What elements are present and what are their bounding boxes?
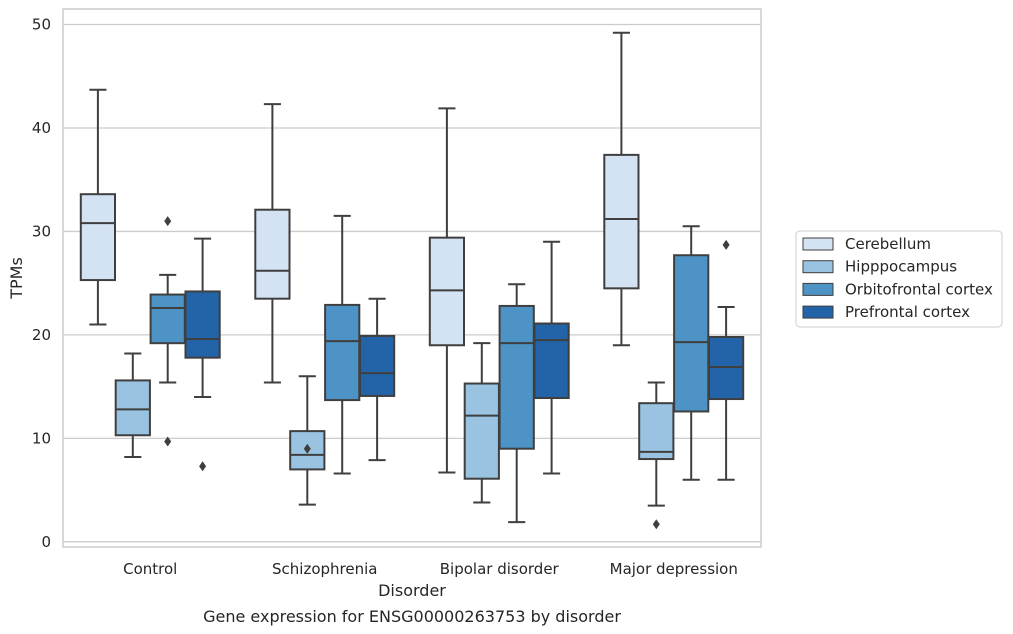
- box-iqr: [638, 402, 675, 461]
- box-iqr: [114, 379, 151, 437]
- box-iqr: [358, 334, 396, 397]
- plot-frame: [62, 8, 762, 548]
- legend-label: Hipppocampus: [845, 258, 957, 276]
- legend-swatch: [802, 260, 834, 274]
- y-tick-label: 30: [32, 222, 51, 240]
- box-iqr: [149, 293, 186, 345]
- outlier-point: [652, 519, 660, 530]
- box-prefrontal-cortex-0: [184, 237, 221, 472]
- box-iqr: [184, 290, 221, 359]
- legend-label: Cerebellum: [845, 235, 931, 253]
- chart-caption: Gene expression for ENSG00000263753 by d…: [203, 607, 621, 626]
- box-cerebellum-2: [428, 107, 466, 474]
- box-iqr: [603, 153, 640, 290]
- box-iqr: [324, 303, 361, 402]
- box-iqr: [463, 382, 500, 480]
- x-axis-label: Disorder: [378, 581, 446, 600]
- legend-label: Prefrontal cortex: [845, 303, 970, 321]
- box-orbitofrontal-cortex-2: [498, 283, 535, 524]
- box-orbitofrontal-cortex-3: [673, 225, 710, 481]
- box-cerebellum-0: [79, 88, 117, 326]
- y-tick-label: 10: [32, 429, 51, 447]
- y-tick-label: 20: [32, 326, 51, 344]
- box-orbitofrontal-cortex-1: [324, 214, 361, 475]
- box-hipppocampus-0: [114, 352, 151, 458]
- legend: Cerebellum Hipppocampus Orbitofrontal cort…: [795, 230, 1003, 328]
- box-prefrontal-cortex-2: [533, 240, 570, 475]
- outlier-point: [164, 216, 172, 227]
- box-iqr: [533, 322, 570, 400]
- y-tick-label: 0: [41, 533, 51, 551]
- box-iqr: [498, 304, 535, 450]
- legend-swatch: [802, 282, 834, 296]
- box-iqr: [707, 335, 745, 401]
- x-tick-label: Major depression: [610, 560, 738, 578]
- outlier-point: [199, 461, 207, 472]
- box-hipppocampus-3: [638, 381, 675, 530]
- y-tick-label: 40: [32, 119, 51, 137]
- x-tick-label: Bipolar disorder: [440, 560, 560, 578]
- box-iqr: [79, 193, 117, 282]
- box-hipppocampus-2: [463, 342, 500, 504]
- box-hipppocampus-1: [289, 375, 326, 506]
- box-orbitofrontal-cortex-0: [149, 216, 186, 447]
- box-prefrontal-cortex-3: [707, 239, 745, 481]
- y-tick-labels: 0 10 20 30 40 50: [32, 16, 51, 551]
- y-tick-label: 50: [32, 16, 51, 34]
- box-iqr: [254, 208, 291, 300]
- box-iqr: [428, 236, 466, 347]
- x-tick-labels: Control Schizophrenia Bipolar disorder Majo…: [123, 560, 738, 578]
- y-axis-label: TPMs: [7, 257, 26, 300]
- legend-swatch: [802, 305, 834, 319]
- box-prefrontal-cortex-1: [358, 297, 396, 462]
- box-iqr: [673, 254, 710, 413]
- x-tick-label: Schizophrenia: [272, 560, 377, 578]
- legend-frame: [795, 230, 1003, 328]
- box-cerebellum-3: [603, 31, 640, 347]
- legend-swatch: [802, 237, 834, 251]
- legend-label: Orbitofrontal cortex: [845, 280, 993, 298]
- plot-boxes: [79, 31, 745, 530]
- x-tick-label: Control: [123, 560, 177, 578]
- outlier-point: [303, 443, 311, 454]
- outlier-point: [722, 239, 730, 250]
- outlier-point: [164, 436, 172, 447]
- box-cerebellum-1: [254, 103, 291, 384]
